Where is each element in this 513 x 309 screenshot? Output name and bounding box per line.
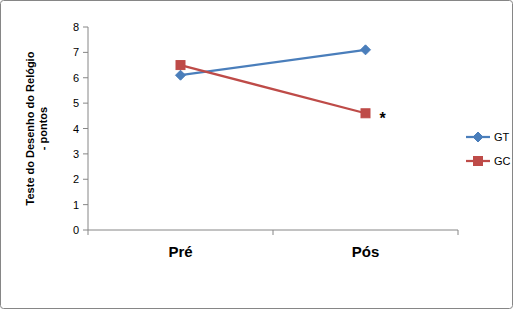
y-tick-label: 5 — [73, 97, 79, 109]
series-line — [181, 65, 366, 113]
annotation: * — [380, 110, 387, 127]
y-tick — [83, 153, 88, 154]
y-tick-label: 6 — [73, 72, 79, 84]
marker-diamond — [361, 45, 371, 55]
y-tick-label: 0 — [73, 224, 79, 236]
x-tick — [458, 230, 459, 235]
legend-label: GT — [494, 131, 510, 143]
x-tick-label: Pré — [168, 243, 192, 260]
y-tick-label: 3 — [73, 148, 79, 160]
legend-label: GC — [494, 155, 511, 167]
chart-container: 0 1 2 3 4 5 6 7 8 Pré Pós Teste do Desenho do Relóg… — [0, 0, 513, 309]
y-tick — [83, 179, 88, 180]
x-tick — [88, 230, 89, 235]
y-tick — [83, 103, 88, 104]
y-tick — [83, 204, 88, 205]
y-tick — [83, 27, 88, 28]
plot-group — [176, 45, 371, 118]
marker-square — [361, 109, 370, 118]
y-axis-label: Teste do Desenho do Relógio- pontos — [24, 51, 49, 205]
y-tick-label: 2 — [73, 173, 79, 185]
y-tick — [83, 230, 88, 231]
x-tick-label: Pós — [352, 243, 380, 260]
y-tick-label: 4 — [73, 123, 79, 135]
y-tick — [83, 77, 88, 78]
y-tick-label: 1 — [73, 199, 79, 211]
y-tick-label: 8 — [73, 21, 79, 33]
chart-frame — [1, 1, 513, 309]
y-tick — [83, 128, 88, 129]
marker-diamond — [176, 70, 186, 80]
y-axis-label-line: Teste do Desenho do Relógio — [24, 51, 36, 205]
x-tick — [273, 230, 274, 235]
marker-square — [176, 61, 185, 70]
marker-square — [474, 157, 483, 166]
y-tick — [83, 52, 88, 53]
marker-diamond — [473, 132, 483, 142]
chart-svg: 0 1 2 3 4 5 6 7 8 Pré Pós Teste do Desenho do Relóg… — [0, 0, 513, 309]
y-tick-label: 7 — [73, 46, 79, 58]
y-axis-label-line: - pontos — [37, 107, 49, 150]
